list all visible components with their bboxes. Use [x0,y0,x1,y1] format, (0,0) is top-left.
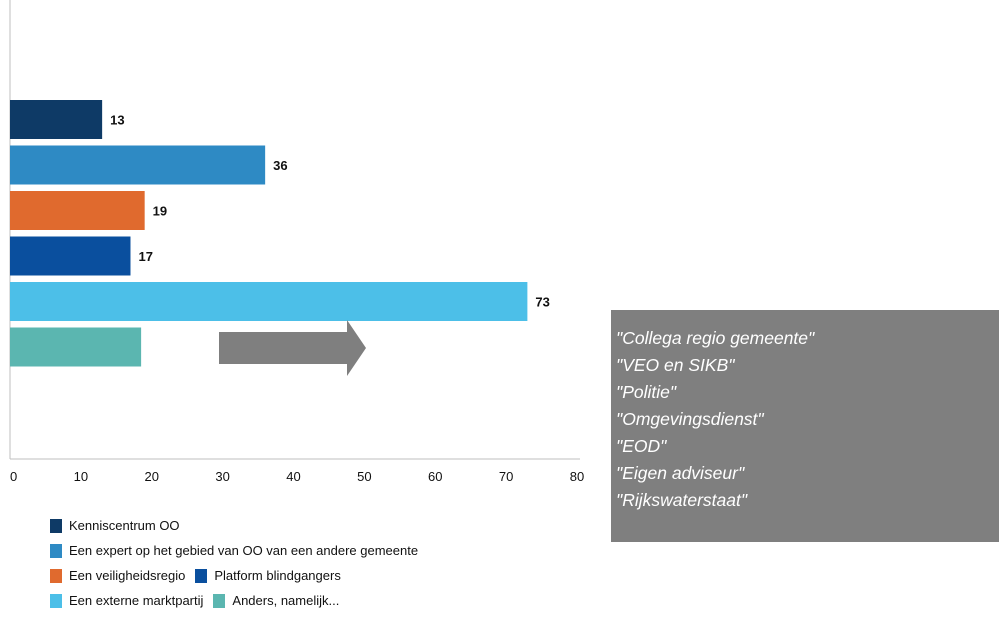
data-label: 17 [138,249,152,264]
note-line: "Omgevingsdienst" [616,409,764,429]
note-line: "Eigen adviseur" [616,463,745,483]
note-line: "Collega regio gemeente" [616,328,815,348]
note-line: "Rijkswaterstaat" [616,490,748,510]
bar [10,145,266,185]
data-label: 36 [273,158,287,173]
legend-swatch [195,568,208,583]
legend-swatch [50,568,62,583]
other-answers-box: "Collega regio gemeente" "VEO en SIKB" "… [611,310,999,542]
legend-item: Een externe marktpartij [50,588,203,613]
x-tick-label: 20 [145,469,159,484]
bar [10,327,142,367]
bars-group: 13 36 19 17 73 [10,100,550,367]
legend: Kenniscentrum OO Een expert op het gebied… [50,513,428,613]
legend-item: Een expert op het gebied van OO van een … [50,538,418,563]
x-tick-label: 60 [428,469,442,484]
arrow-shape [219,320,366,376]
legend-swatch [50,593,62,608]
x-tick-label: 80 [570,469,584,484]
legend-item: Platform blindgangers [195,563,341,588]
legend-label: Een expert op het gebied van OO van een … [69,543,419,558]
legend-label: Een externe marktpartij [69,593,204,608]
x-tick-label: 10 [74,469,88,484]
legend-label: Een veiligheidsregio [69,568,186,583]
legend-row: Een externe marktpartij Anders, namelijk.… [50,588,428,613]
legend-row: Kenniscentrum OO [50,513,428,538]
data-label: 19 [153,204,167,219]
x-tick-label: 40 [286,469,300,484]
x-tick-label: 50 [357,469,371,484]
legend-item: Een veiligheidsregio [50,563,185,588]
note-line: "VEO en SIKB" [616,355,735,375]
bar [10,236,131,276]
legend-swatch [50,543,62,558]
bar [10,191,145,230]
bar [10,100,103,139]
legend-row: Een expert op het gebied van OO van een … [50,538,428,563]
legend-label: Anders, namelijk... [232,593,340,608]
note-line: "Politie" [616,382,677,402]
x-tick-label: 0 [10,469,17,484]
note-line: "EOD" [616,436,667,456]
legend-row: Een veiligheidsregio Platform blindganger… [50,563,428,588]
legend-item: Kenniscentrum OO [50,513,180,538]
legend-item: Anders, namelijk... [213,588,339,613]
x-tick-label: 30 [215,469,229,484]
legend-label: Kenniscentrum OO [69,518,180,533]
legend-label: Platform blindgangers [214,568,341,583]
x-tick-label: 70 [499,469,513,484]
legend-swatch [50,518,62,533]
bar [10,282,528,321]
data-label: 13 [110,113,124,128]
legend-swatch [213,593,226,608]
data-label: 73 [535,295,549,310]
x-tick-labels: 0 10 20 30 40 50 60 70 80 [10,469,584,484]
